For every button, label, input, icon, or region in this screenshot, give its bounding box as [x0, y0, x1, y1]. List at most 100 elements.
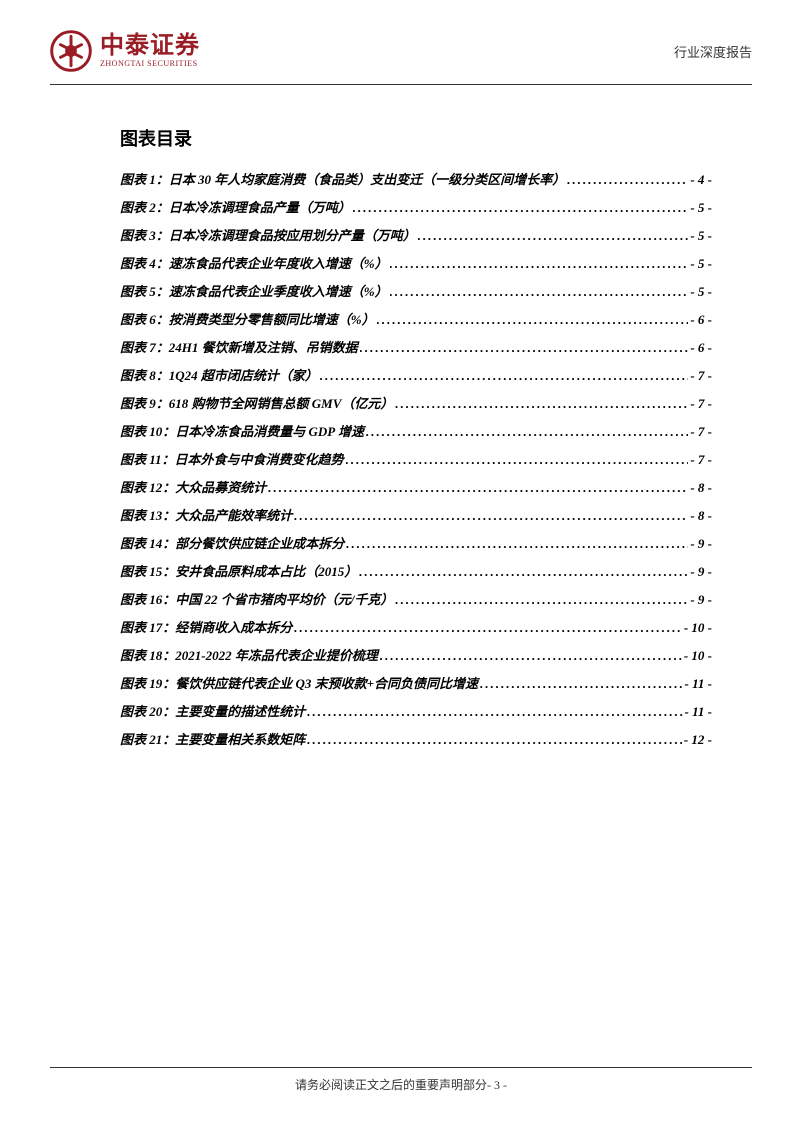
- toc-dots: [395, 396, 688, 412]
- toc-item-text: 主要变量的描述性统计: [175, 701, 305, 720]
- toc-item-number: 图表 18：: [120, 645, 175, 664]
- toc-dots: [480, 676, 682, 692]
- toc-item-text: 日本冷冻调理食品按应用划分产量（万吨）: [169, 225, 416, 244]
- toc-item-number: 图表 5：: [120, 281, 169, 300]
- toc-item: 图表 7：24H1 餐饮新增及注销、吊销数据 - 6 -: [120, 337, 712, 356]
- toc-item-text: 按消费类型分零售额同比增速（%）: [169, 309, 375, 328]
- toc-item-page: - 5 -: [690, 228, 712, 244]
- toc-item-page: - 5 -: [690, 284, 712, 300]
- toc-item-text: 安井食品原料成本占比（2015）: [175, 561, 357, 580]
- toc-item-page: - 6 -: [690, 340, 712, 356]
- toc-item-text: 大众品募资统计: [175, 477, 266, 496]
- toc-item-page: - 9 -: [690, 592, 712, 608]
- toc-item: 图表 11：日本外食与中食消费变化趋势 - 7 -: [120, 449, 712, 468]
- toc-item-text: 日本 30 年人均家庭消费（食品类）支出变迁（一级分类区间增长率）: [169, 169, 566, 188]
- toc-item: 图表 2：日本冷冻调理食品产量（万吨） - 5 -: [120, 197, 712, 216]
- logo-en-name: ZHONGTAI SECURITIES: [100, 60, 200, 68]
- toc-item-page: - 7 -: [690, 424, 712, 440]
- toc-item-page: - 5 -: [690, 256, 712, 272]
- toc-item-text: 618 购物节全网销售总额 GMV（亿元）: [169, 393, 394, 412]
- toc-dots: [390, 284, 689, 300]
- toc-dots: [307, 704, 682, 720]
- toc-item: 图表 16：中国 22 个省市猪肉平均价（元/千克）- 9 -: [120, 589, 712, 608]
- toc-dots: [353, 200, 689, 216]
- toc-item: 图表 5：速冻食品代表企业季度收入增速（%） - 5 -: [120, 281, 712, 300]
- toc-dots: [377, 312, 689, 328]
- toc-item-text: 餐饮供应链代表企业 Q3 末预收款+合同负债同比增速: [175, 673, 478, 692]
- company-logo-icon: [50, 30, 92, 72]
- logo-text-block: 中泰证券 ZHONGTAI SECURITIES: [100, 34, 200, 68]
- toc-item-page: - 10 -: [684, 648, 712, 664]
- toc-item-number: 图表 12：: [120, 477, 175, 496]
- toc-item: 图表 18：2021-2022 年冻品代表企业提价梳理 - 10 -: [120, 645, 712, 664]
- toc-item: 图表 20：主要变量的描述性统计 - 11 -: [120, 701, 712, 720]
- toc-item-page: - 7 -: [690, 452, 712, 468]
- toc-item: 图表 1：日本 30 年人均家庭消费（食品类）支出变迁（一级分类区间增长率） - …: [120, 169, 712, 188]
- toc-item: 图表 13：大众品产能效率统计- 8 -: [120, 505, 712, 524]
- toc-item-text: 部分餐饮供应链企业成本拆分: [175, 533, 344, 552]
- toc-dots: [418, 228, 689, 244]
- toc-item: 图表 12：大众品募资统计 - 8 -: [120, 477, 712, 496]
- toc-item-text: 速冻食品代表企业季度收入增速（%）: [169, 281, 388, 300]
- toc-item-page: - 5 -: [690, 200, 712, 216]
- toc-item-number: 图表 10：: [120, 421, 175, 440]
- toc-item: 图表 17：经销商收入成本拆分 - 10 -: [120, 617, 712, 636]
- toc-item: 图表 4：速冻食品代表企业年度收入增速（%）- 5 -: [120, 253, 712, 272]
- toc-item-number: 图表 4：: [120, 253, 169, 272]
- toc-title: 图表目录: [120, 125, 712, 151]
- toc-item-number: 图表 9：: [120, 393, 169, 412]
- toc-item-number: 图表 17：: [120, 617, 175, 636]
- toc-item-number: 图表 11：: [120, 449, 175, 468]
- header: 中泰证券 ZHONGTAI SECURITIES 行业深度报告: [50, 30, 752, 85]
- toc-item-number: 图表 16：: [120, 589, 175, 608]
- toc-list: 图表 1：日本 30 年人均家庭消费（食品类）支出变迁（一级分类区间增长率） - …: [120, 169, 712, 748]
- toc-item-page: - 11 -: [685, 676, 712, 692]
- toc-item-page: - 7 -: [690, 396, 712, 412]
- toc-item-text: 2021-2022 年冻品代表企业提价梳理: [175, 645, 378, 664]
- toc-item-page: - 9 -: [690, 536, 712, 552]
- toc-item-text: 日本冷冻调理食品产量（万吨）: [169, 197, 351, 216]
- toc-item-number: 图表 15：: [120, 561, 175, 580]
- toc-item-number: 图表 19：: [120, 673, 175, 692]
- toc-item-number: 图表 2：: [120, 197, 169, 216]
- toc-dots: [346, 452, 689, 468]
- content-area: 图表目录 图表 1：日本 30 年人均家庭消费（食品类）支出变迁（一级分类区间增…: [50, 125, 752, 1067]
- toc-item-text: 大众品产能效率统计: [175, 505, 292, 524]
- toc-item-text: 日本外食与中食消费变化趋势: [175, 449, 344, 468]
- toc-item-text: 24H1 餐饮新增及注销、吊销数据: [169, 337, 358, 356]
- logo-cn-name: 中泰证券: [100, 34, 200, 58]
- toc-item-page: - 9 -: [690, 564, 712, 580]
- toc-item-page: - 7 -: [690, 368, 712, 384]
- toc-dots: [366, 424, 688, 440]
- toc-item: 图表 21：主要变量相关系数矩阵- 12 -: [120, 729, 712, 748]
- toc-item-page: - 10 -: [684, 620, 712, 636]
- toc-dots: [395, 592, 688, 608]
- toc-item-number: 图表 13：: [120, 505, 175, 524]
- toc-item: 图表 6：按消费类型分零售额同比增速（%）- 6 -: [120, 309, 712, 328]
- toc-item-number: 图表 14：: [120, 533, 175, 552]
- toc-item-page: - 4 -: [690, 172, 712, 188]
- footer-page-number: - 3 -: [487, 1078, 507, 1092]
- toc-item-page: - 11 -: [685, 704, 712, 720]
- toc-item-number: 图表 20：: [120, 701, 175, 720]
- toc-dots: [359, 564, 688, 580]
- toc-dots: [567, 172, 688, 188]
- toc-item-number: 图表 8：: [120, 365, 169, 384]
- toc-item: 图表 8：1Q24 超市闭店统计（家）- 7 -: [120, 365, 712, 384]
- toc-item-text: 日本冷冻食品消费量与 GDP 增速: [175, 421, 364, 440]
- toc-item-number: 图表 7：: [120, 337, 169, 356]
- toc-item-page: - 8 -: [690, 480, 712, 496]
- toc-dots: [294, 508, 688, 524]
- toc-item-text: 主要变量相关系数矩阵: [175, 729, 305, 748]
- toc-item-number: 图表 1：: [120, 169, 169, 188]
- logo-block: 中泰证券 ZHONGTAI SECURITIES: [50, 30, 200, 72]
- toc-item-page: - 12 -: [684, 732, 712, 748]
- toc-dots: [320, 368, 688, 384]
- toc-item: 图表 14：部分餐饮供应链企业成本拆分 - 9 -: [120, 533, 712, 552]
- footer-disclaimer: 请务必阅读正文之后的重要声明部分: [295, 1078, 487, 1092]
- toc-item: 图表 9：618 购物节全网销售总额 GMV（亿元） - 7 -: [120, 393, 712, 412]
- toc-item-number: 图表 3：: [120, 225, 169, 244]
- toc-item-text: 经销商收入成本拆分: [175, 617, 292, 636]
- toc-dots: [268, 480, 688, 496]
- toc-item: 图表 15：安井食品原料成本占比（2015） - 9 -: [120, 561, 712, 580]
